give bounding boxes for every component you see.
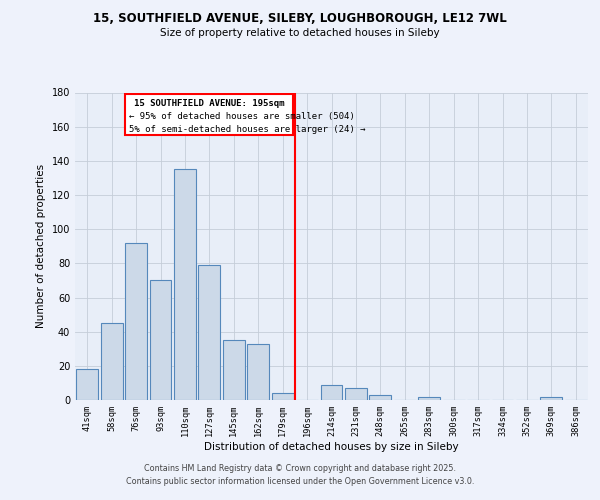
Bar xyxy=(174,170,196,400)
Bar xyxy=(541,396,562,400)
Bar xyxy=(320,384,343,400)
FancyBboxPatch shape xyxy=(125,94,293,135)
Bar xyxy=(418,396,440,400)
Bar xyxy=(223,340,245,400)
Bar xyxy=(199,265,220,400)
Text: 15 SOUTHFIELD AVENUE: 195sqm: 15 SOUTHFIELD AVENUE: 195sqm xyxy=(134,100,284,108)
Bar xyxy=(247,344,269,400)
Bar xyxy=(101,323,122,400)
Bar xyxy=(370,395,391,400)
Text: Contains HM Land Registry data © Crown copyright and database right 2025.: Contains HM Land Registry data © Crown c… xyxy=(144,464,456,473)
Text: ← 95% of detached houses are smaller (504): ← 95% of detached houses are smaller (50… xyxy=(129,112,355,121)
Bar xyxy=(125,243,147,400)
Text: Size of property relative to detached houses in Sileby: Size of property relative to detached ho… xyxy=(160,28,440,38)
Bar xyxy=(149,280,172,400)
Bar xyxy=(272,393,293,400)
Bar xyxy=(345,388,367,400)
Text: Contains public sector information licensed under the Open Government Licence v3: Contains public sector information licen… xyxy=(126,477,474,486)
X-axis label: Distribution of detached houses by size in Sileby: Distribution of detached houses by size … xyxy=(204,442,459,452)
Bar xyxy=(76,369,98,400)
Text: 15, SOUTHFIELD AVENUE, SILEBY, LOUGHBOROUGH, LE12 7WL: 15, SOUTHFIELD AVENUE, SILEBY, LOUGHBORO… xyxy=(93,12,507,26)
Text: 5% of semi-detached houses are larger (24) →: 5% of semi-detached houses are larger (2… xyxy=(129,125,365,134)
Y-axis label: Number of detached properties: Number of detached properties xyxy=(36,164,46,328)
